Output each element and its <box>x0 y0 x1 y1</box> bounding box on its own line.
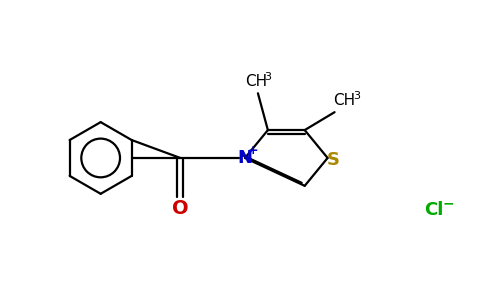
Text: N: N <box>238 149 253 167</box>
Text: S: S <box>327 151 340 169</box>
Text: 3: 3 <box>353 91 360 101</box>
Text: +: + <box>248 145 258 158</box>
Text: Cl: Cl <box>424 201 444 219</box>
Text: CH: CH <box>245 74 267 89</box>
Text: 3: 3 <box>264 72 272 82</box>
Text: CH: CH <box>333 93 356 108</box>
Text: O: O <box>172 199 189 218</box>
Text: −: − <box>442 197 454 211</box>
